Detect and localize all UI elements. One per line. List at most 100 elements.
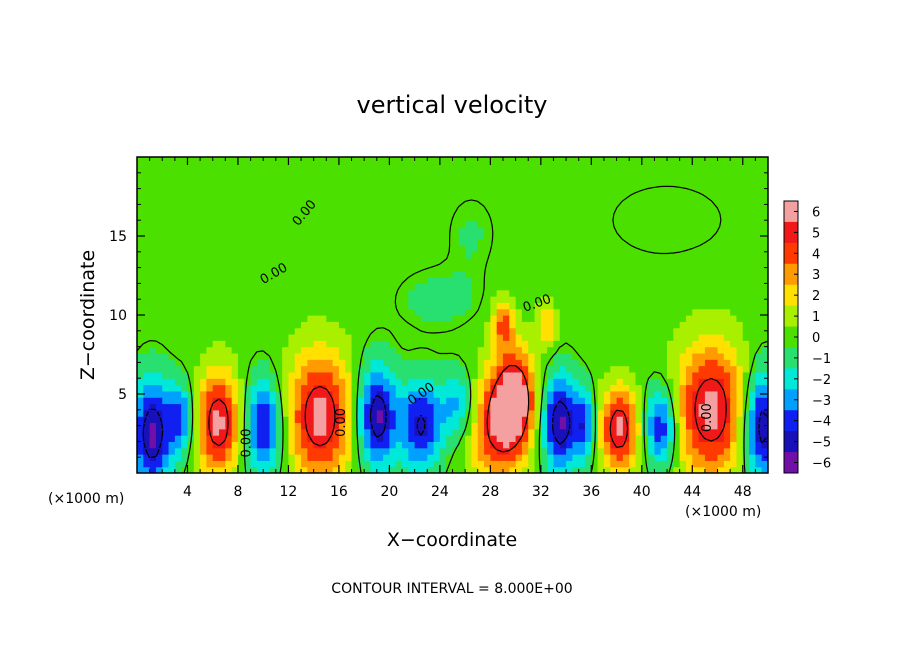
- heatmap-cell: [484, 390, 491, 398]
- heatmap-cell: [496, 239, 504, 247]
- heatmap-cell: [616, 175, 624, 183]
- heatmap-cell: [383, 270, 390, 278]
- heatmap-cell: [319, 365, 327, 373]
- heatmap-cell: [597, 226, 605, 234]
- heatmap-cell: [427, 352, 435, 360]
- heatmap-cell: [553, 157, 561, 164]
- heatmap-cell: [206, 258, 214, 266]
- heatmap-cell: [395, 157, 403, 164]
- heatmap-cell: [528, 296, 536, 303]
- heatmap-cell: [427, 296, 435, 303]
- heatmap-cell: [162, 409, 170, 417]
- heatmap-cell: [477, 182, 485, 190]
- heatmap-cell: [307, 397, 315, 405]
- heatmap-cell: [256, 466, 264, 473]
- heatmap-cell: [553, 454, 561, 461]
- heatmap-cell: [502, 422, 510, 430]
- heatmap-cell: [755, 416, 763, 424]
- heatmap-cell: [629, 270, 637, 278]
- heatmap-cell: [162, 188, 170, 196]
- heatmap-cell: [755, 188, 763, 196]
- heatmap-cell: [591, 378, 599, 386]
- heatmap-cell: [465, 340, 473, 348]
- heatmap-cell: [667, 403, 674, 411]
- heatmap-cell: [250, 283, 258, 291]
- heatmap-cell: [307, 460, 315, 468]
- heatmap-cell: [338, 340, 346, 348]
- heatmap-cell: [477, 283, 485, 291]
- heatmap-cell: [345, 378, 353, 386]
- heatmap-cell: [685, 371, 693, 379]
- heatmap-cell: [742, 226, 750, 234]
- heatmap-cell: [755, 321, 763, 329]
- heatmap-cell: [648, 460, 656, 468]
- heatmap-cell: [250, 277, 258, 284]
- heatmap-cell: [641, 321, 649, 329]
- heatmap-cell: [591, 327, 599, 335]
- heatmap-cell: [496, 289, 504, 297]
- heatmap-cell: [231, 163, 239, 171]
- heatmap-cell: [692, 157, 700, 164]
- heatmap-cell: [761, 352, 768, 360]
- heatmap-cell: [301, 397, 308, 405]
- heatmap-cell: [553, 264, 561, 272]
- heatmap-cell: [502, 308, 510, 316]
- heatmap-cell: [282, 207, 290, 215]
- heatmap-cell: [237, 245, 245, 253]
- heatmap-cell: [648, 213, 656, 221]
- heatmap-cell: [282, 188, 290, 196]
- heatmap-cell: [679, 182, 687, 190]
- heatmap-cell: [181, 283, 189, 291]
- heatmap-cell: [761, 340, 768, 348]
- heatmap-cell: [307, 384, 315, 392]
- heatmap-cell: [648, 182, 656, 190]
- heatmap-cell: [168, 175, 176, 183]
- heatmap-cell: [307, 352, 315, 360]
- heatmap-cell: [502, 441, 510, 449]
- heatmap-cell: [313, 371, 321, 379]
- heatmap-cell: [603, 188, 611, 196]
- heatmap-cell: [698, 201, 706, 209]
- heatmap-cell: [206, 359, 214, 367]
- heatmap-cell: [578, 302, 586, 310]
- heatmap-cell: [433, 207, 441, 215]
- heatmap-cell: [370, 277, 378, 284]
- heatmap-cell: [420, 308, 428, 316]
- heatmap-cell: [219, 428, 226, 436]
- heatmap-cell: [439, 226, 447, 234]
- heatmap-cell: [471, 416, 479, 424]
- heatmap-cell: [452, 315, 460, 322]
- heatmap-cell: [294, 340, 302, 348]
- heatmap-cell: [534, 302, 542, 310]
- heatmap-cell: [749, 182, 756, 190]
- heatmap-cell: [654, 258, 662, 266]
- heatmap-cell: [572, 435, 580, 442]
- heatmap-cell: [206, 232, 214, 240]
- heatmap-cell: [496, 277, 504, 284]
- heatmap-cell: [578, 466, 586, 473]
- heatmap-cell: [263, 327, 271, 335]
- heatmap-cell: [616, 378, 624, 386]
- heatmap-cell: [212, 251, 220, 259]
- heatmap-cell: [174, 371, 182, 379]
- heatmap-cell: [193, 201, 201, 209]
- heatmap-cell: [319, 315, 327, 322]
- heatmap-cell: [225, 157, 233, 164]
- heatmap-cell: [496, 163, 504, 171]
- heatmap-cell: [200, 245, 208, 253]
- heatmap-cell: [597, 220, 605, 228]
- heatmap-cell: [231, 466, 239, 473]
- heatmap-cell: [559, 283, 567, 291]
- heatmap-cell: [187, 213, 195, 221]
- heatmap-cell: [395, 454, 403, 461]
- heatmap-cell: [685, 251, 693, 259]
- heatmap-cell: [679, 277, 687, 284]
- heatmap-cell: [275, 283, 283, 291]
- heatmap-cell: [465, 188, 473, 196]
- heatmap-cell: [149, 422, 157, 430]
- heatmap-cell: [408, 390, 416, 398]
- heatmap-cell: [395, 289, 403, 297]
- heatmap-cell: [364, 289, 372, 297]
- heatmap-cell: [137, 182, 144, 190]
- heatmap-cell: [402, 403, 409, 411]
